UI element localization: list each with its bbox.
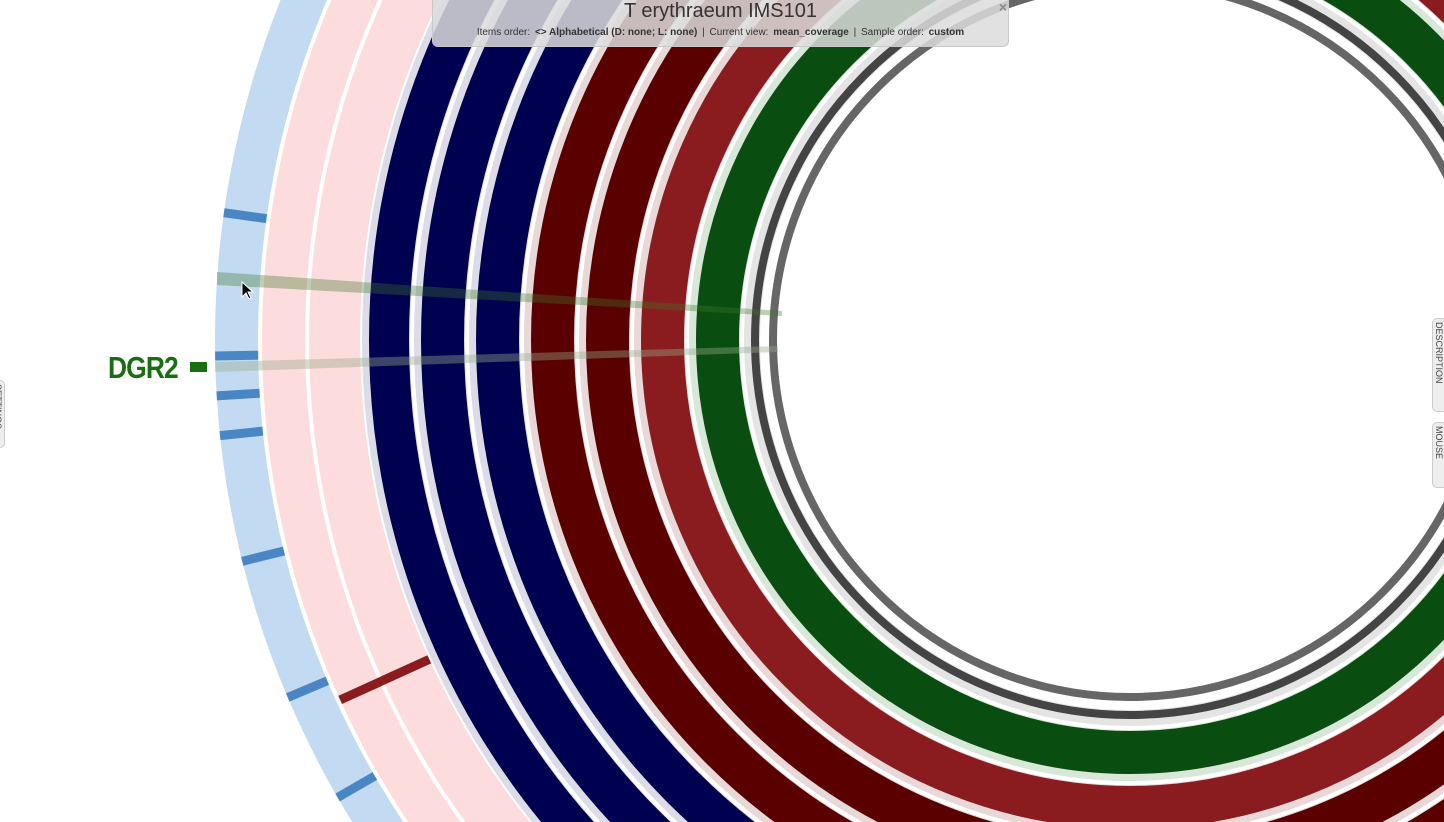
ring-mark [215, 350, 259, 361]
description-tab[interactable]: DESCRIPTION [1432, 318, 1444, 412]
ring-bars [769, 0, 1444, 701]
highlight-band [215, 346, 778, 372]
ring-bars [369, 0, 595, 822]
ring-background [215, 0, 404, 822]
title-panel: T erythraeum IMS101 Items order: <> Alph… [432, 0, 1009, 47]
ring-bars [586, 0, 1444, 822]
cursor [241, 280, 255, 300]
ring-bars [641, 0, 1444, 822]
ring-mark [285, 676, 330, 702]
value: custom [928, 27, 965, 38]
ring-bars [421, 0, 671, 822]
settings-tab[interactable]: SETTINGS [0, 380, 5, 448]
title: T erythraeum IMS101 [623, 0, 818, 22]
ring-mark [338, 655, 432, 705]
highlight-label: DGR2 [108, 350, 179, 385]
separator: | [702, 27, 705, 38]
ring-mark [219, 426, 264, 441]
ring-background [262, 0, 461, 822]
ring-background [762, 0, 1444, 708]
ring-bars [696, 0, 1444, 774]
value: mean_coverage [773, 27, 849, 38]
value: <> Alphabetical (D: none; L: none) [534, 27, 698, 38]
ring-mark [216, 388, 260, 401]
ring-bars [476, 0, 755, 822]
ring-mark [223, 208, 268, 224]
separator: | [853, 27, 857, 38]
selection-band [217, 272, 782, 316]
ring-background [309, 0, 530, 822]
ring-mark [335, 772, 378, 802]
highlight-marker [190, 362, 207, 372]
ring-bars [531, 0, 1444, 822]
label: Sample order: [861, 27, 924, 38]
label: Items order: [476, 27, 531, 38]
status-line: Items order: <> Alphabetical (D: none; L… [433, 27, 1008, 38]
label: Current view: [709, 27, 769, 38]
close-button[interactable]: × [998, 0, 1007, 15]
ring-mark [241, 546, 285, 566]
ring-bars [751, 0, 1444, 719]
mouse-tab[interactable]: MOUSE [1432, 422, 1444, 488]
